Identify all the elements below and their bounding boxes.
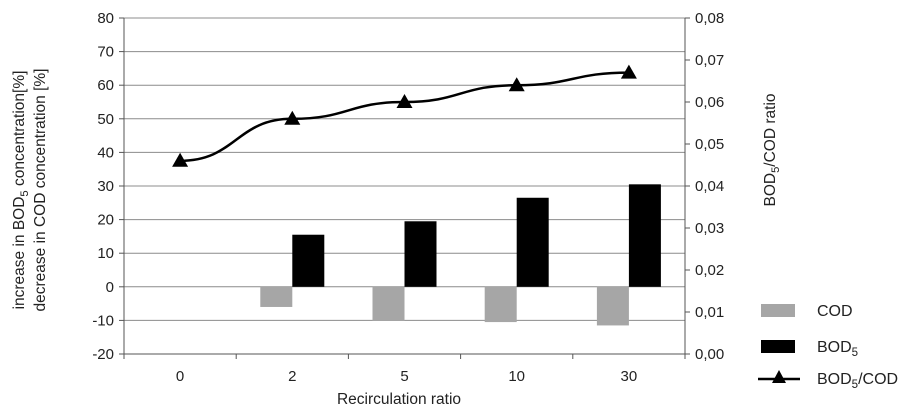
bar-cod (484, 286, 517, 323)
x-axis-ticks: 0 2 5 10 30 (123, 354, 686, 385)
point-triangle-marker (508, 77, 525, 92)
right-axis-title: BOD5/COD ratio (762, 93, 782, 206)
x-tick-label: 5 (400, 368, 408, 385)
left-tick-label: 30 (97, 178, 114, 195)
x-tick-label: 10 (508, 368, 525, 385)
point-triangle-marker (172, 152, 189, 167)
bar-bod5 (628, 184, 661, 287)
bar-bod5 (516, 197, 549, 287)
right-tick-label: 0,01 (695, 304, 724, 321)
legend-label-bod5: BOD5 (817, 339, 858, 359)
left-axis-title-line1: increase in BOD5 concentration[%] (11, 71, 31, 310)
left-axis-ticks: -20 -10 0 10 20 30 40 50 60 70 80 (92, 10, 124, 363)
left-axis-title-line2: decrease in COD concentration [%] (32, 69, 49, 312)
right-tick-label: 0,08 (695, 10, 724, 27)
left-tick-label: 10 (97, 245, 114, 262)
line-series (172, 64, 637, 167)
left-tick-label: 0 (106, 279, 114, 296)
left-tick-label: 50 (97, 111, 114, 128)
legend-label-bod5-cod: BOD5/COD (817, 371, 898, 391)
bar-cod (372, 286, 405, 321)
legend-marker-triangle (772, 370, 786, 383)
left-tick-label: 40 (97, 144, 114, 161)
legend-label-cod: COD (817, 303, 853, 320)
x-tick-label: 30 (621, 368, 638, 385)
bars (260, 184, 661, 326)
bar-bod5 (292, 234, 325, 287)
left-tick-label: -20 (92, 346, 114, 363)
right-tick-label: 0,06 (695, 94, 724, 111)
right-tick-label: 0,02 (695, 262, 724, 279)
right-axis-ticks: 0,00 0,01 0,02 0,03 0,04 0,05 0,06 0,07 0,08 (685, 10, 724, 363)
left-tick-label: 60 (97, 77, 114, 94)
legend-swatch-cod (761, 304, 795, 317)
bar-cod (596, 286, 629, 326)
x-tick-label: 0 (176, 368, 184, 385)
point-triangle-marker (284, 110, 301, 125)
right-tick-label: 0,03 (695, 220, 724, 237)
legend-swatch-bod5 (761, 340, 795, 353)
point-triangle-marker (620, 64, 637, 79)
left-tick-label: -10 (92, 312, 114, 329)
right-tick-label: 0,05 (695, 136, 724, 153)
right-tick-label: 0,00 (695, 346, 724, 363)
right-tick-label: 0,07 (695, 52, 724, 69)
bar-cod (260, 286, 293, 307)
legend: COD BOD5 BOD5/COD (758, 303, 898, 391)
bar-bod5 (404, 221, 437, 287)
left-tick-label: 70 (97, 44, 114, 61)
x-axis-title: Recirculation ratio (337, 391, 461, 408)
line-bod5-cod (180, 71, 629, 163)
left-tick-label: 80 (97, 10, 114, 27)
right-tick-label: 0,04 (695, 178, 724, 195)
point-triangle-marker (396, 94, 413, 108)
x-tick-label: 2 (288, 368, 296, 385)
left-tick-label: 20 (97, 212, 114, 229)
